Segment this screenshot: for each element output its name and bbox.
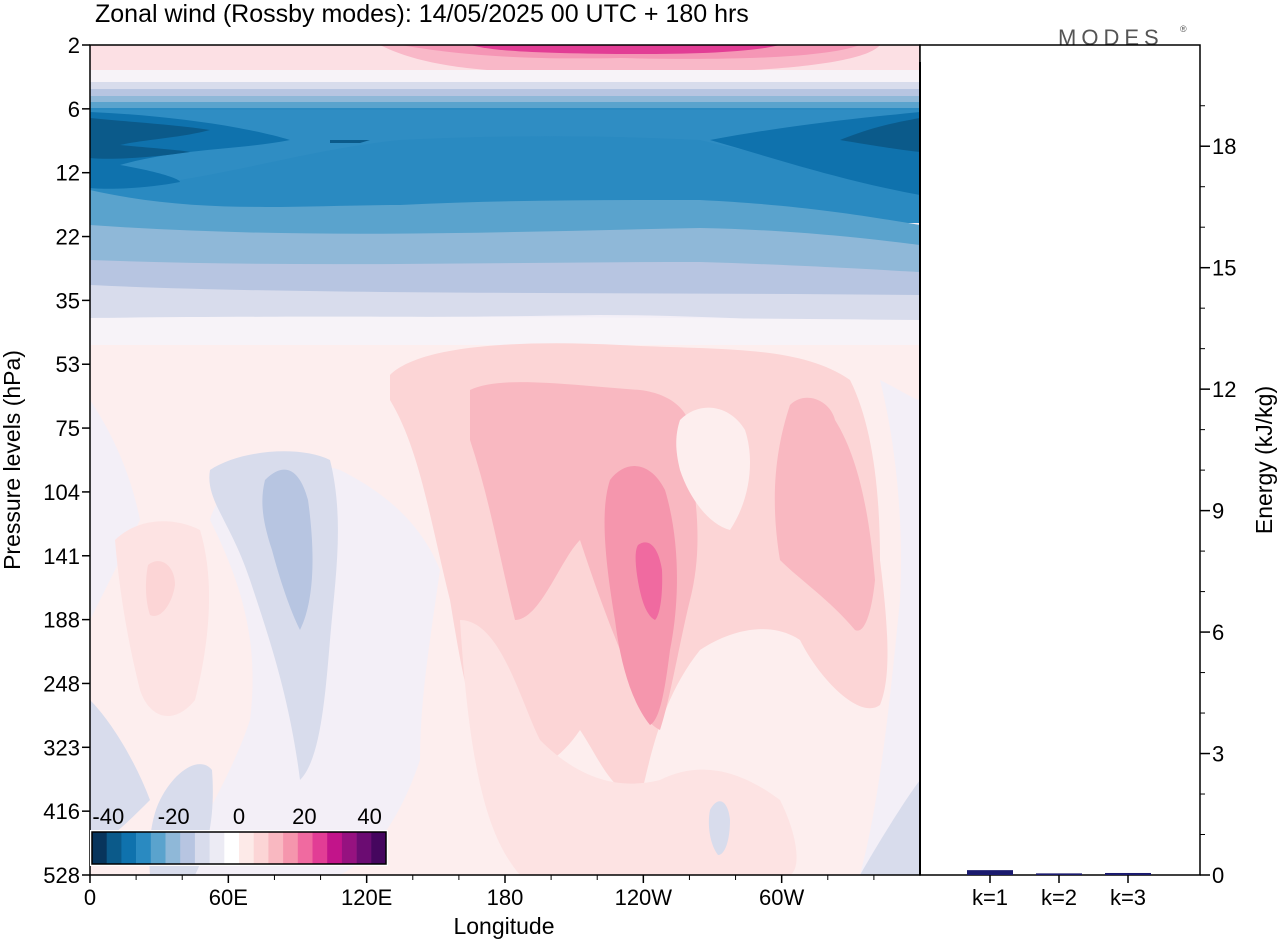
colorbar-swatch [136,832,152,864]
colorbar-swatch [253,832,269,864]
trop-east-blue-core [262,469,313,630]
jet-east-max-right [840,118,920,152]
energy-tick-label: 18 [1212,134,1236,159]
band-e10 [90,285,920,325]
y-tick-label: 2 [68,33,80,58]
trop-blue-blob-bottom [708,801,730,855]
colorbar-swatch [150,832,166,864]
colorbar-swatch [356,832,372,864]
colorbar-swatch [165,832,181,864]
colorbar-swatch [268,832,284,864]
energy-axis-label: Energy (kJ/kg) [1251,386,1277,534]
energy-tick-label: 12 [1212,377,1236,402]
colorbar-swatch [180,832,196,864]
energy-tick-label: 15 [1212,256,1236,281]
band-e2 [90,89,920,96]
colorbar-swatch [312,832,328,864]
chart-title: Zonal wind (Rossby modes): 14/05/2025 00… [95,0,749,28]
energy-category-label: k=3 [1110,885,1146,910]
trop-pale-hole [676,407,750,530]
band-e6 [90,110,920,190]
jet-east-max-left [90,118,210,159]
trop-blue-corner-right [860,780,920,875]
energy-tick-label: 0 [1212,863,1224,888]
contour-field [90,45,920,875]
colorbar-swatch [283,832,299,864]
colorbar-swatch [371,832,387,864]
energy-bars: k=1 k=2 k=3 [967,870,1151,910]
band-top-westerly-max [470,45,780,55]
colorbar-swatch [224,832,240,864]
colorbar-tick-label: 40 [357,804,381,829]
energy-bar [1105,872,1151,875]
x-axis: 0 60E 120E 180 120W 60W [84,875,875,910]
energy-bar [1036,873,1082,875]
energy-tick-label: 6 [1212,620,1224,645]
y-tick-label: 35 [56,288,80,313]
x-tick-label: 60E [209,885,248,910]
energy-tick-label: 3 [1212,742,1224,767]
trop-westerly-core [604,466,677,725]
trop-light-purple [90,400,140,620]
x-tick-label: 0 [84,885,96,910]
colorbar-swatch [239,832,254,864]
band-white [90,70,920,82]
colorbar-tick-label: -20 [158,804,190,829]
y-tick-label: 416 [43,799,80,824]
trop-westerly-max [635,542,663,620]
y-tick-label: 75 [56,416,80,441]
energy-category-label: k=1 [972,885,1008,910]
colorbar-swatch [106,832,122,864]
colorbar-swatch [327,832,343,864]
trop-purple-right [860,380,920,875]
y-axis: 2 6 12 22 35 53 75 104 141 188 248 323 416 528 [43,33,90,888]
trop-pink-left [115,521,210,717]
y-tick-label: 22 [56,225,80,250]
y-tick-label: 104 [43,480,80,505]
x-tick-label: 180 [487,885,524,910]
logo-registered-mark: ® [1180,24,1187,34]
jet-east-streak [330,140,370,143]
energy-category-label: k=2 [1041,885,1077,910]
x-axis-label: Longitude [453,913,554,939]
trop-westerly-right [774,397,875,631]
y-axis-label: Pressure levels (hPa) [0,350,25,570]
colorbar-swatch [92,832,107,864]
colorbar-swatch [121,832,137,864]
band-e4 [90,102,920,108]
energy-panel-frame [919,44,1201,876]
colorbar-tick-label: 20 [292,804,316,829]
trop-pink-left-core [145,561,175,616]
colorbar-swatch [297,832,313,864]
colorbar-tick-label: 0 [233,804,245,829]
colorbar-frame [91,831,387,865]
y-tick-label: 53 [56,352,80,377]
band-e9 [90,260,920,300]
x-tick-label: 120W [615,885,673,910]
colorbar-swatch [341,832,357,864]
energy-tick-label: 9 [1212,499,1224,524]
y-tick-label: 528 [43,863,80,888]
energy-bar [967,870,1013,875]
x-tick-label: 120E [341,885,392,910]
y-tick-label: 323 [43,735,80,760]
colorbar-tick-label: -40 [92,804,124,829]
y-tick-label: 141 [43,544,80,569]
x-tick-label: 60W [759,885,804,910]
colorbar-swatch [209,832,225,864]
band-e3 [90,96,920,102]
colorbar: -40 -20 0 20 40 [90,804,388,866]
band-e1 [90,82,920,89]
y-tick-label: 12 [56,161,80,186]
y-tick-label: 188 [43,608,80,633]
energy-axis: 0 3 6 9 12 15 18 [1200,105,1236,888]
colorbar-swatch [194,832,210,864]
y-tick-label: 248 [43,671,80,696]
trop-blue-corner-left [90,700,150,850]
y-tick-label: 6 [68,97,80,122]
